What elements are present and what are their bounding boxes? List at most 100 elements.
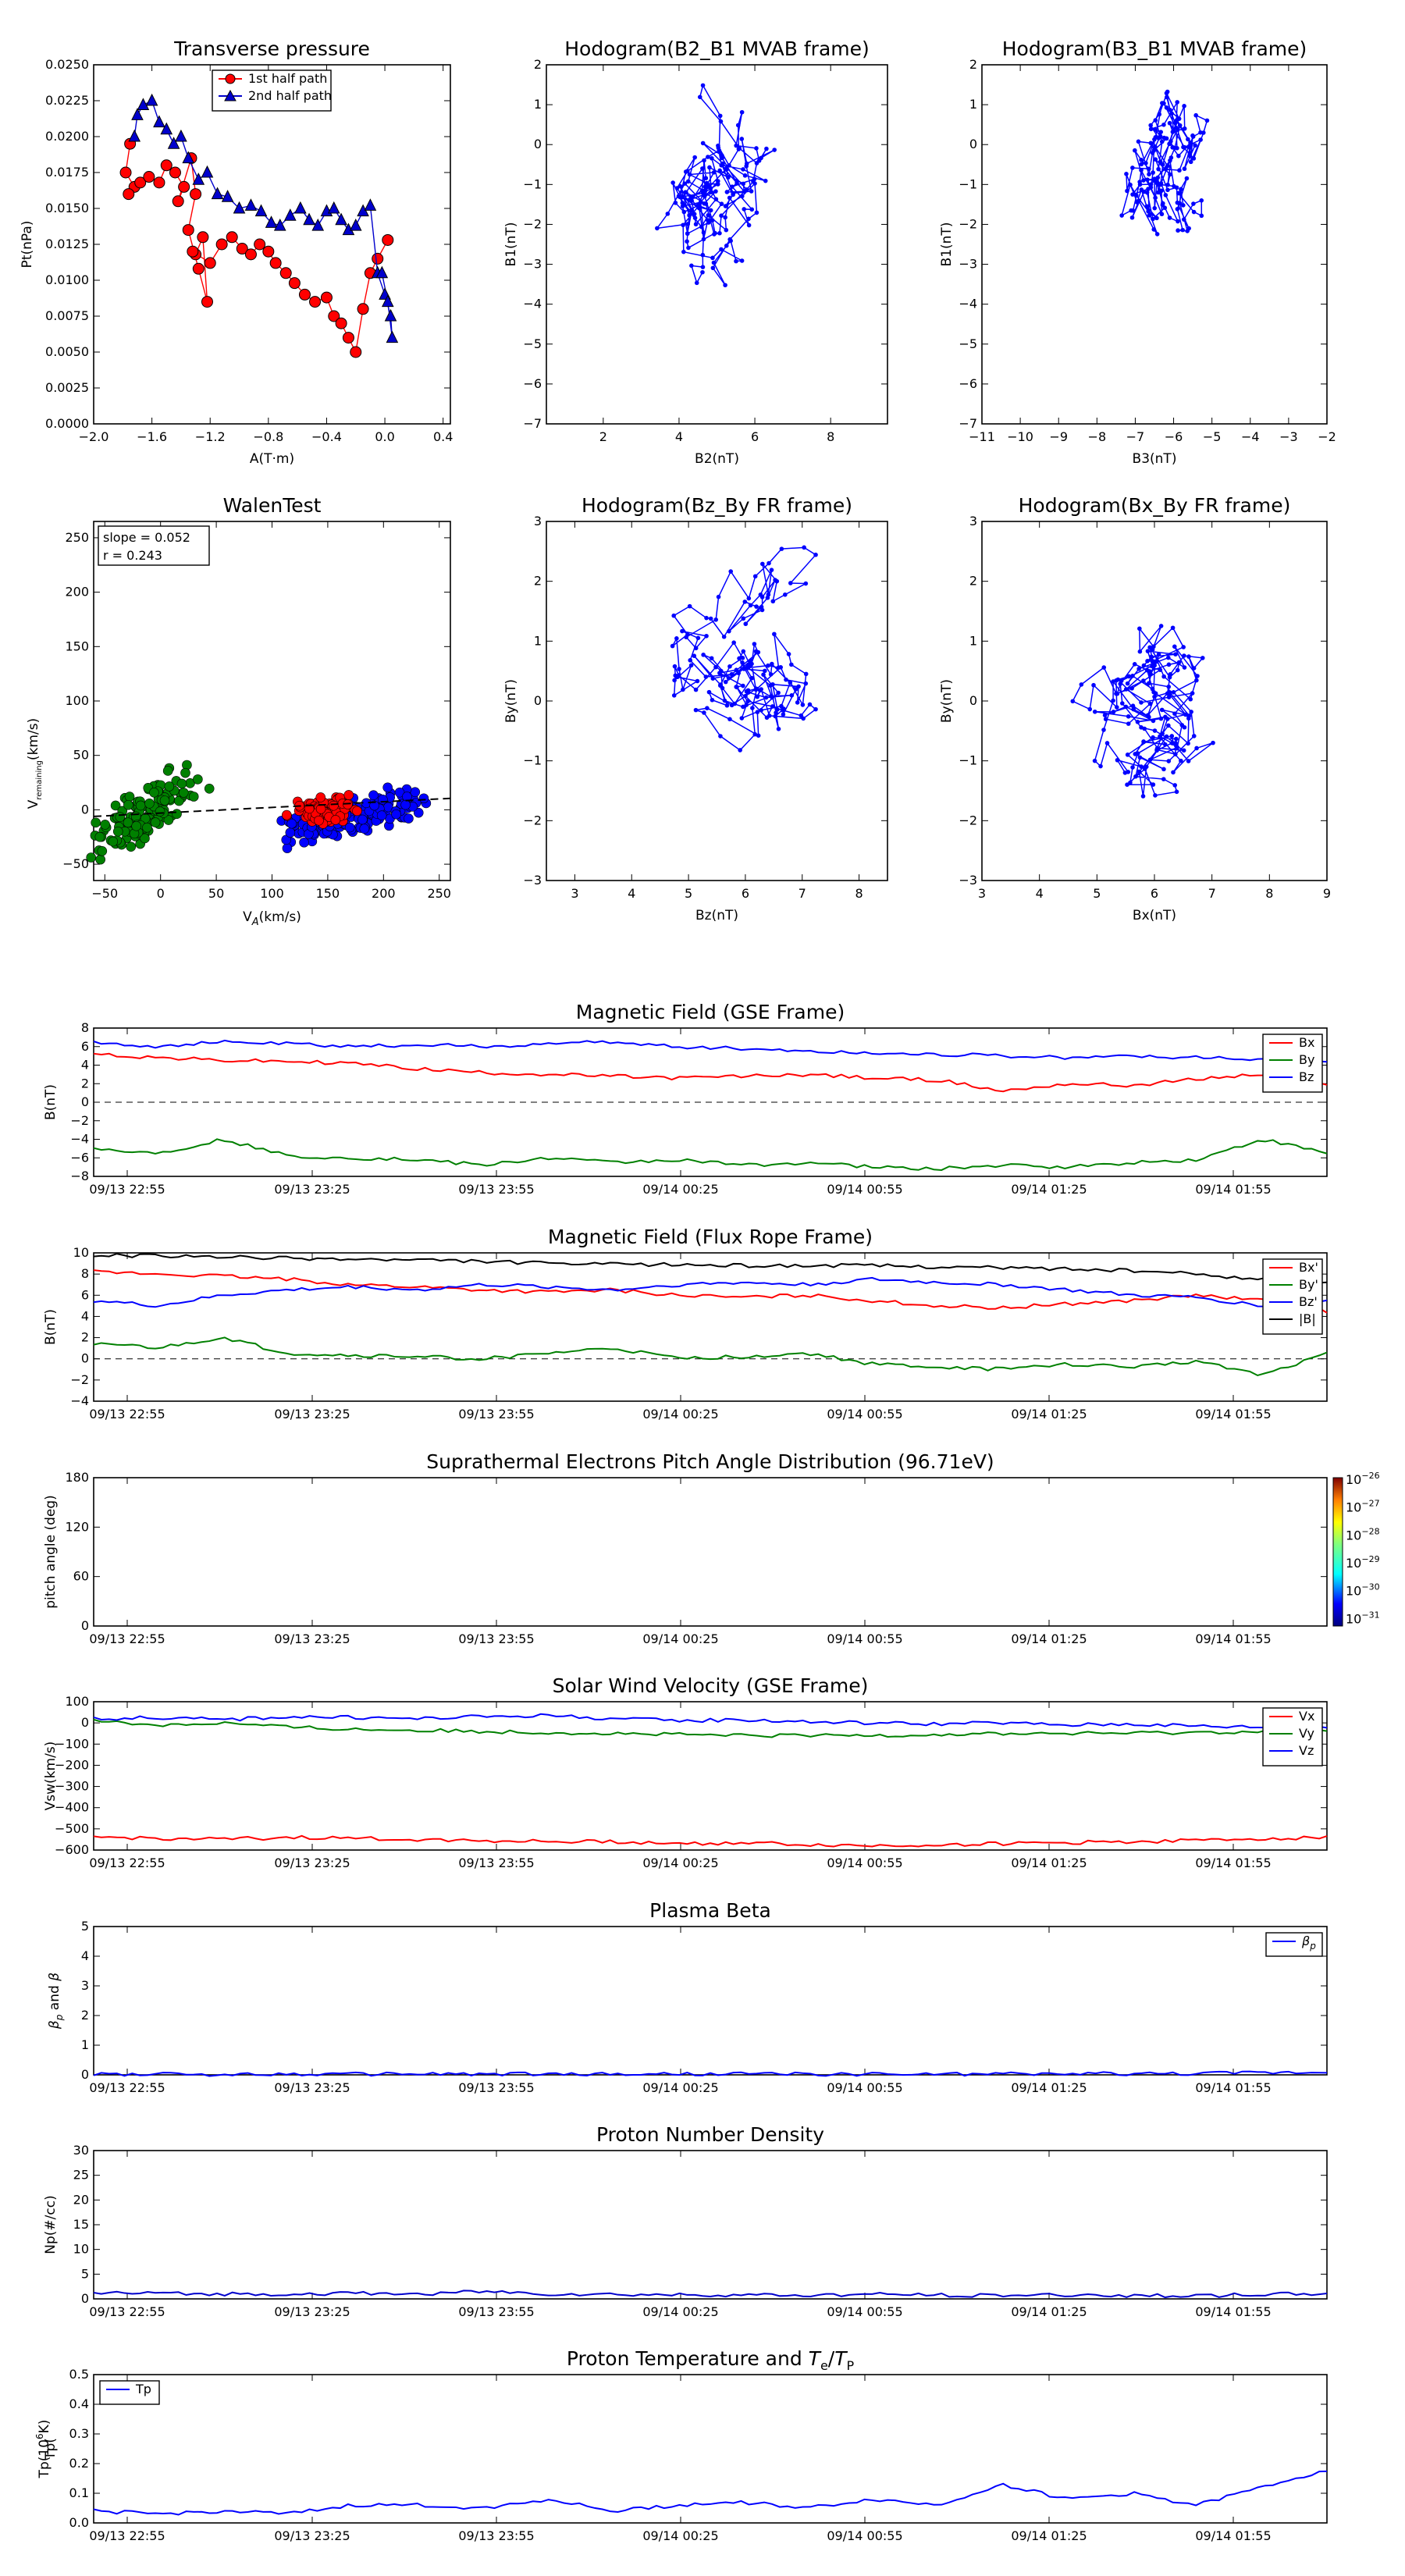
y-tick-label: −400 — [55, 1800, 89, 1815]
data-point — [702, 710, 706, 715]
chart-12 — [93, 2374, 1328, 2524]
data-point — [1156, 166, 1161, 172]
x-tick-label: 09/14 00:25 — [642, 1182, 718, 1197]
data-point — [1182, 166, 1187, 172]
series-line — [93, 1039, 1328, 1063]
data-point — [303, 212, 315, 226]
data-point — [160, 159, 173, 172]
x-tick-label: 09/13 23:25 — [274, 1407, 350, 1421]
walen-point — [315, 804, 326, 814]
data-point — [673, 201, 678, 205]
data-point — [1186, 137, 1190, 142]
data-point — [706, 155, 710, 159]
data-point — [755, 694, 759, 699]
data-point — [1166, 684, 1172, 689]
data-point — [754, 686, 759, 692]
walen-point — [418, 793, 429, 804]
data-point — [1157, 112, 1162, 117]
y-tick-label: −200 — [55, 1757, 89, 1772]
plot-frame — [93, 1252, 1328, 1402]
y-tick-label: −3 — [523, 873, 542, 888]
data-point — [688, 658, 693, 663]
data-point — [1167, 215, 1172, 220]
data-point — [1189, 710, 1193, 714]
walen-point — [108, 836, 119, 847]
data-point — [1145, 659, 1150, 664]
data-point — [1177, 201, 1183, 206]
data-point — [739, 137, 745, 141]
data-point — [1124, 172, 1129, 176]
y-tick-label: −100 — [55, 1736, 89, 1751]
data-point — [701, 653, 706, 657]
data-point — [1133, 193, 1139, 198]
data-point — [1151, 659, 1155, 664]
y-tick-label: 5 — [81, 2266, 89, 2281]
data-point — [342, 332, 354, 344]
data-point — [1175, 667, 1180, 673]
chart-title: Plasma Beta — [649, 1899, 771, 1922]
data-point — [145, 93, 158, 106]
data-point — [1161, 767, 1166, 772]
data-point — [1182, 103, 1186, 109]
walen-point — [144, 798, 155, 809]
data-point — [1204, 118, 1210, 123]
walen-point — [178, 788, 189, 798]
y-axis-label: By(nT) — [939, 679, 955, 723]
walen-point — [299, 837, 309, 848]
y-tick-label: −2 — [523, 216, 542, 231]
data-point — [119, 166, 132, 179]
chart-3 — [86, 521, 451, 881]
data-point — [201, 165, 214, 178]
data-point — [1115, 705, 1119, 710]
data-point — [680, 201, 685, 205]
data-point — [1173, 741, 1178, 745]
data-point — [1158, 667, 1163, 672]
data-point — [1176, 219, 1180, 224]
data-point — [1160, 162, 1165, 167]
data-point — [335, 212, 347, 226]
data-point — [759, 604, 764, 610]
y-tick-label: 120 — [65, 1519, 89, 1534]
y-tick-label: −7 — [959, 416, 977, 431]
data-point — [796, 684, 801, 689]
data-point — [1146, 187, 1151, 191]
x-tick-label: 09/14 01:25 — [1011, 1407, 1087, 1421]
data-point — [737, 656, 742, 661]
data-point — [284, 208, 297, 221]
data-point — [711, 260, 717, 265]
data-point — [749, 661, 754, 667]
data-point — [167, 137, 180, 149]
data-point — [1146, 166, 1151, 172]
y-tick-label: −5 — [959, 336, 977, 351]
walen-point — [357, 814, 368, 825]
y-tick-label: 2 — [81, 1076, 89, 1091]
walen-point — [140, 833, 150, 844]
y-axis-label: B(nT) — [43, 1084, 59, 1120]
data-point — [1120, 701, 1125, 706]
data-point — [723, 215, 727, 220]
data-point — [1166, 695, 1172, 699]
series-line — [93, 1253, 1328, 1284]
y-tick-label: 0.0000 — [45, 416, 89, 431]
data-point — [741, 167, 745, 172]
data-point — [781, 706, 786, 711]
data-point — [1164, 136, 1169, 141]
x-tick-label: 09/13 23:25 — [274, 2304, 350, 2319]
data-point — [1154, 180, 1159, 186]
data-point — [729, 671, 735, 677]
chart-title: Hodogram(Bx_By FR frame) — [1019, 494, 1291, 517]
series-line — [93, 1718, 1328, 1738]
data-point — [752, 642, 757, 646]
data-point — [1070, 699, 1076, 704]
data-point — [746, 216, 751, 222]
data-point — [1159, 188, 1164, 194]
legend-entry: Bx' — [1299, 1260, 1318, 1275]
data-point — [1153, 793, 1158, 798]
hodogram-path — [656, 84, 775, 286]
data-point — [703, 184, 709, 190]
data-point — [211, 187, 224, 200]
data-point — [1162, 742, 1168, 747]
y-tick-label: −2 — [959, 813, 977, 827]
x-tick-label: 09/14 01:55 — [1195, 1631, 1271, 1646]
data-point — [727, 237, 732, 242]
